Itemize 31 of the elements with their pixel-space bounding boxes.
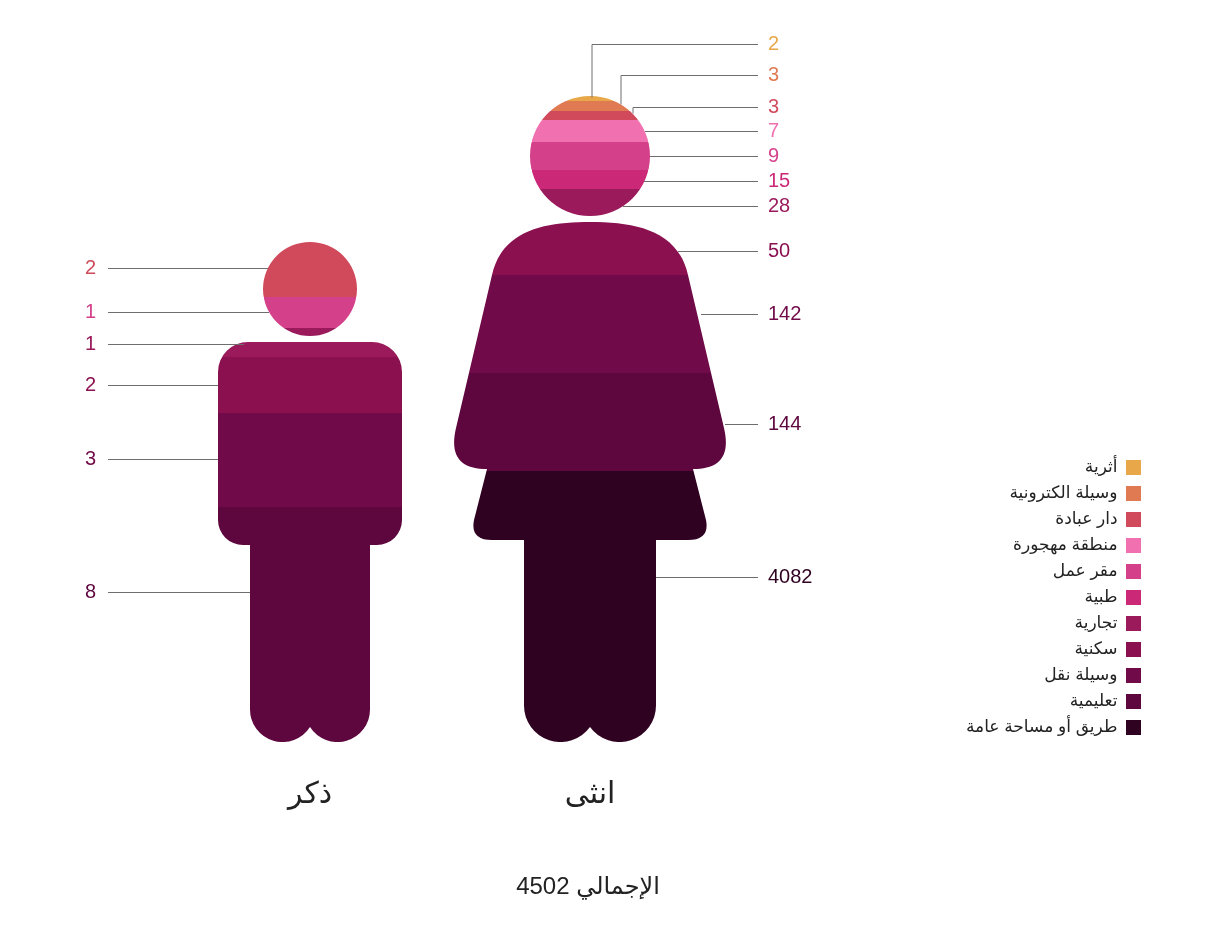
data-label: 28 xyxy=(768,193,791,216)
legend-label: منطقة مهجورة xyxy=(1013,535,1118,556)
legend-label: وسيلة نقل xyxy=(1044,665,1118,685)
category-label: انثى xyxy=(564,776,616,810)
text: الإجمالي 4502 xyxy=(516,871,660,900)
category-label: ذكر xyxy=(285,776,333,811)
data-label: 1 xyxy=(84,331,96,354)
legend-label: وسيلة الكترونية xyxy=(1009,483,1118,503)
data-label: 9 xyxy=(768,143,780,166)
legend-label: تعليمية xyxy=(1069,691,1118,711)
data-label: 4082 xyxy=(768,564,813,587)
legend-label: مقر عمل xyxy=(1052,561,1118,581)
data-label: 8 xyxy=(84,579,96,602)
legend-label: دار عبادة xyxy=(1055,509,1118,529)
data-label: 2 xyxy=(768,31,780,54)
legend-label: طبية xyxy=(1084,587,1118,607)
data-label: 15 xyxy=(768,168,791,191)
data-label: 50 xyxy=(768,238,791,261)
legend-label: تجارية xyxy=(1074,613,1118,633)
data-label: 2 xyxy=(84,372,96,395)
data-label: 1 xyxy=(84,299,96,322)
legend-label: سكنية xyxy=(1074,639,1118,659)
data-label: 2 xyxy=(84,255,96,278)
data-label: 142 xyxy=(768,301,802,324)
data-label: 3 xyxy=(768,62,780,85)
data-label: 144 xyxy=(768,411,802,434)
data-label: 3 xyxy=(84,446,96,469)
legend-label: أثرية xyxy=(1084,455,1118,477)
legend-label: طريق أو مساحة عامة xyxy=(965,715,1118,737)
data-label: 7 xyxy=(768,118,780,141)
data-label: 3 xyxy=(768,94,780,117)
